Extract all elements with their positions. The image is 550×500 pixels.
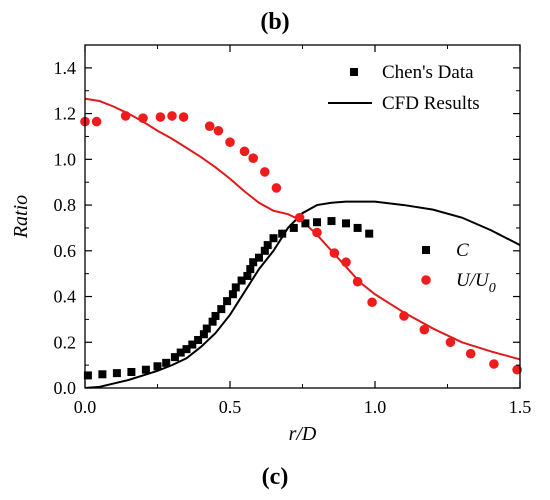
data-point-circle-2-4 xyxy=(155,112,166,122)
y-tick-label: 1.0 xyxy=(54,149,77,169)
y-axis-title: Ratio xyxy=(10,195,32,239)
legend-marker-u-ratio xyxy=(421,275,431,285)
data-point-square-0-3 xyxy=(127,367,136,376)
data-point-circle-2-6 xyxy=(178,112,189,122)
data-point-circle-2-20 xyxy=(399,311,409,321)
data-point-square-0-34 xyxy=(353,223,362,232)
x-tick-label: 1.5 xyxy=(509,397,532,417)
data-point-square-0-19 xyxy=(231,283,240,292)
data-point-square-0-31 xyxy=(313,218,321,227)
data-point-square-0-1 xyxy=(98,370,107,379)
data-point-circle-2-15 xyxy=(312,227,322,238)
legend-marker-c xyxy=(422,246,430,254)
panel-label-bottom-group: (c) xyxy=(262,464,289,490)
x-axis-title: r/D xyxy=(289,423,317,445)
y-tick-label: 0.0 xyxy=(54,378,77,398)
data-point-circle-2-14 xyxy=(294,212,305,223)
data-point-circle-2-23 xyxy=(465,348,476,359)
data-point-square-0-8 xyxy=(176,348,185,357)
data-point-circle-2-24 xyxy=(489,359,499,369)
y-tick-label: 0.8 xyxy=(54,195,77,215)
y-tick-label: 1.2 xyxy=(54,104,77,124)
y-tick-label: 0.6 xyxy=(54,241,77,261)
data-point-circle-2-17 xyxy=(341,257,351,268)
data-point-square-0-23 xyxy=(249,258,258,267)
data-point-circle-2-10 xyxy=(239,146,250,157)
legend-layer: Chen's Data CFD Results C U/U0 xyxy=(328,62,496,296)
x-tick-label: 0.0 xyxy=(74,397,97,417)
data-point-circle-2-16 xyxy=(329,248,340,258)
data-point-circle-2-18 xyxy=(352,276,363,287)
data-point-square-0-15 xyxy=(211,311,220,320)
y-tick-label: 1.4 xyxy=(54,58,77,78)
data-point-square-0-4 xyxy=(141,365,150,374)
data-point-circle-2-8 xyxy=(213,125,224,136)
data-point-square-0-0 xyxy=(83,371,92,380)
data-point-square-0-26 xyxy=(263,241,272,250)
data-point-square-0-11 xyxy=(194,335,203,344)
data-point-square-0-35 xyxy=(365,229,374,238)
axes-layer: 0.0 0.5 1.0 1.5 0.0 0.2 0.4 0.6 0.8 1.0 1.2 1.4 r/D R… xyxy=(10,44,532,445)
data-point-circle-2-19 xyxy=(367,297,377,308)
legend-label-italic-0: C xyxy=(456,240,469,261)
data-point-circle-2-7 xyxy=(204,121,215,131)
data-point-square-0-20 xyxy=(237,276,246,285)
data-point-square-0-7 xyxy=(170,353,179,362)
data-point-circle-2-22 xyxy=(445,337,456,348)
data-point-square-0-6 xyxy=(162,358,171,367)
panel-label-bottom: (c) xyxy=(262,464,289,490)
legend-label-italic-1: U/U0 xyxy=(456,270,496,296)
data-point-square-0-17 xyxy=(223,297,232,306)
data-point-circle-2-2 xyxy=(120,111,131,121)
panel-label-top: (b) xyxy=(260,9,289,35)
data-point-square-0-30 xyxy=(301,219,310,228)
plot-clipped-region xyxy=(85,97,520,388)
series-line-1 xyxy=(85,200,520,388)
data-point-circle-2-3 xyxy=(138,113,148,123)
data-point-square-0-24 xyxy=(255,253,263,262)
legend-label-subscript: 0 xyxy=(489,281,496,296)
data-point-circle-2-13 xyxy=(271,183,282,193)
data-point-square-0-12 xyxy=(199,330,208,339)
data-point-square-0-5 xyxy=(153,362,162,371)
panel-label-top-group: (b) xyxy=(260,9,289,35)
data-point-square-0-22 xyxy=(246,265,255,274)
data-point-square-0-32 xyxy=(327,217,336,226)
legend-label-1: CFD Results xyxy=(382,93,480,114)
data-point-square-0-13 xyxy=(202,324,211,333)
data-point-square-0-21 xyxy=(243,271,252,280)
data-point-square-0-14 xyxy=(208,317,217,326)
data-point-circle-2-11 xyxy=(248,153,258,163)
data-point-square-0-9 xyxy=(182,345,191,354)
data-point-circle-2-9 xyxy=(225,137,235,147)
data-point-square-0-25 xyxy=(260,246,269,255)
data-point-square-0-28 xyxy=(278,229,287,238)
data-point-circle-2-12 xyxy=(260,167,270,177)
plot-layer xyxy=(80,97,522,388)
data-point-circle-2-5 xyxy=(167,111,177,121)
data-point-square-0-10 xyxy=(188,340,197,349)
data-point-square-0-29 xyxy=(289,223,298,232)
legend-label-0: Chen's Data xyxy=(382,62,474,83)
data-point-square-0-27 xyxy=(269,234,278,243)
y-tick-label: 0.4 xyxy=(54,287,77,307)
x-tick-label: 1.0 xyxy=(364,397,387,417)
data-point-circle-2-1 xyxy=(91,116,102,127)
data-point-square-0-33 xyxy=(342,219,350,228)
data-point-square-0-16 xyxy=(217,305,226,314)
data-point-square-0-18 xyxy=(228,290,237,299)
series-line-3 xyxy=(85,97,520,361)
y-tick-label: 0.2 xyxy=(54,332,77,352)
legend-marker-chens-data xyxy=(350,68,358,76)
x-tick-label: 0.5 xyxy=(219,397,242,417)
data-point-square-0-2 xyxy=(112,369,121,378)
data-point-circle-2-21 xyxy=(419,324,430,335)
